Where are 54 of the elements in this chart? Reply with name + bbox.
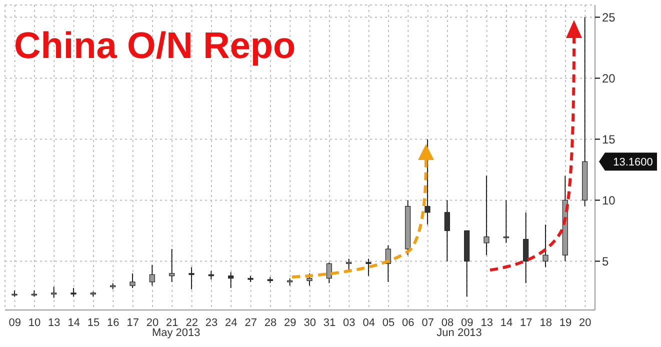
x-tick-label: 20 (579, 316, 592, 329)
x-tick-label: 09 (461, 316, 474, 329)
candlestick (503, 200, 509, 244)
candlestick (188, 266, 194, 290)
y-tick-label: 5 (602, 254, 609, 268)
x-tick-label: 18 (540, 316, 552, 329)
x-tick-label: 04 (362, 316, 375, 329)
candlestick (130, 272, 136, 289)
candlestick (444, 200, 450, 262)
x-tick-label: 14 (500, 316, 513, 329)
x-tick-label: 28 (264, 316, 277, 329)
x-tick-label: 17 (126, 316, 139, 329)
candlestick (346, 258, 352, 270)
candlestick (542, 224, 548, 268)
candlestick (228, 272, 234, 289)
candlestick (523, 212, 529, 284)
x-tick-label: 09 (8, 316, 21, 329)
candlestick (51, 286, 57, 298)
candlestick (149, 264, 155, 286)
x-tick-label: 24 (225, 316, 238, 329)
x-tick-label: 31 (323, 316, 336, 329)
x-tick-label: 15 (87, 316, 100, 329)
x-tick-label: 22 (186, 316, 198, 329)
x-tick-label: 13 (480, 316, 493, 329)
x-tick-label: 17 (520, 316, 532, 329)
x-tick-label: 06 (402, 316, 414, 329)
candlestick (366, 258, 372, 276)
x-tick-label: 07 (422, 316, 434, 329)
y-tick-label: 15 (602, 132, 616, 146)
y-tick-label: 20 (602, 71, 616, 86)
candlestick (484, 175, 490, 256)
text: May 2013 (150, 327, 202, 339)
y-tick-label: 10 (602, 193, 616, 208)
x-tick-label: 27 (244, 316, 257, 329)
x-tick-label: 16 (107, 316, 120, 329)
x-tick-label: 13 (48, 316, 60, 329)
x-tick-label: 29 (284, 316, 296, 329)
x-tick-label: 30 (304, 316, 316, 329)
text: 13.1600 (613, 156, 653, 169)
x-tick-label: 19 (559, 316, 572, 329)
x-tick-label: 21 (166, 316, 178, 329)
y-tick-label: 25 (602, 10, 616, 24)
text: China O/N Repo (14, 25, 296, 66)
candlestick (169, 248, 175, 282)
x-tick-label: 05 (382, 316, 395, 329)
x-tick-label: 10 (28, 316, 41, 329)
x-tick-label: 08 (441, 316, 454, 329)
candlestick (326, 262, 332, 284)
candlestick (306, 272, 312, 286)
x-tick-label: 20 (146, 316, 159, 329)
x-tick-label: 03 (343, 316, 356, 329)
x-tick-label: 14 (68, 316, 80, 329)
x-tick-label: 23 (205, 316, 218, 329)
text: Jun 2013 (436, 327, 483, 339)
